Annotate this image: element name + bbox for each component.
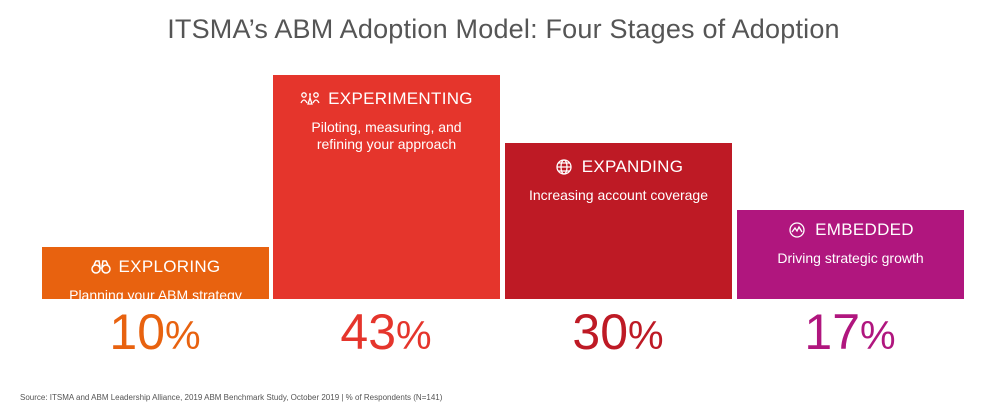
stage-name: EXPERIMENTING xyxy=(328,89,473,108)
stage-description: Increasing account coverage xyxy=(529,187,708,203)
stage-header: EXPANDING xyxy=(505,157,732,177)
percent-sign: % xyxy=(165,314,201,358)
value-label-embedded: 17% xyxy=(737,304,963,364)
stage-description: Planning your ABM strategy xyxy=(69,287,242,303)
source-note: Source: ITSMA and ABM Leadership Allianc… xyxy=(20,393,443,402)
stage-bar-embedded: EMBEDDED Driving strategic growth xyxy=(737,210,964,299)
stage-bar-exploring: EXPLORING Planning your ABM strategy xyxy=(42,247,269,303)
binoculars-icon xyxy=(90,259,111,275)
growth-icon xyxy=(787,222,807,238)
stage-description: Driving strategic growth xyxy=(777,250,924,266)
stage-name: EXPANDING xyxy=(581,157,684,176)
stage-description: Piloting, measuring, and refining your a… xyxy=(311,119,462,152)
value-number: 10 xyxy=(109,304,166,360)
percent-sign: % xyxy=(396,314,432,358)
stage-bar-experimenting: EXPERIMENTING Piloting, measuring, and r… xyxy=(273,75,500,299)
value-label-exploring: 10% xyxy=(42,304,268,364)
stage-header: EXPLORING xyxy=(42,257,269,277)
value-number: 30 xyxy=(572,304,629,360)
stage-header: EXPERIMENTING xyxy=(273,89,500,109)
people-experiment-icon xyxy=(300,91,320,107)
value-number: 17 xyxy=(804,304,861,360)
percent-sign: % xyxy=(860,314,896,358)
stage-header: EMBEDDED xyxy=(737,220,964,240)
stage-name: EXPLORING xyxy=(118,257,221,276)
stage-name: EMBEDDED xyxy=(815,220,914,239)
value-label-expanding: 30% xyxy=(505,304,731,364)
percent-sign: % xyxy=(628,314,664,358)
stage-bar-expanding: EXPANDING Increasing account coverage xyxy=(505,143,732,299)
chart-title: ITSMA’s ABM Adoption Model: Four Stages … xyxy=(167,14,840,44)
globe-icon xyxy=(554,159,574,175)
value-number: 43 xyxy=(340,304,397,360)
value-label-experimenting: 43% xyxy=(273,304,499,364)
